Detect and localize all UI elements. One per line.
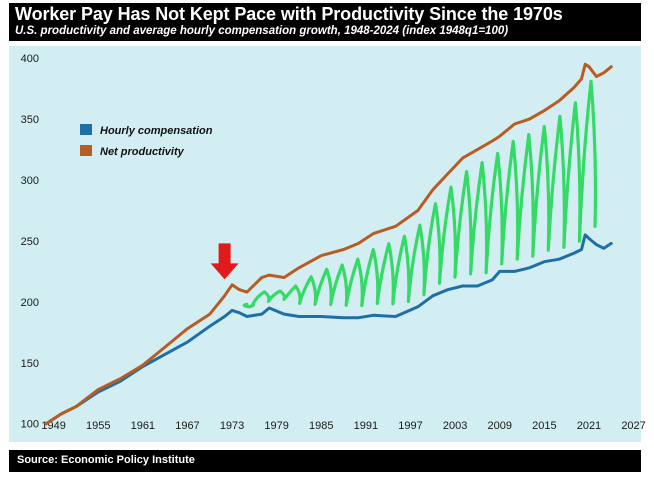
x-tick-label: 1973	[220, 420, 244, 432]
x-tick-label: 1997	[398, 420, 422, 432]
down-arrow-annotation	[210, 243, 239, 280]
x-tick-label: 1991	[354, 420, 378, 432]
y-tick-label: 250	[21, 236, 39, 248]
legend-swatch-compensation	[80, 124, 92, 135]
green-scribble-annotation	[242, 79, 598, 309]
chart-footer: Source: Economic Policy Institute	[9, 450, 641, 472]
y-tick-label: 150	[21, 358, 39, 370]
x-tick-label: 2027	[621, 420, 645, 432]
legend-swatch-productivity	[80, 145, 92, 156]
chart-header: Worker Pay Has Not Kept Pace with Produc…	[9, 3, 641, 41]
series-line-compensation	[44, 233, 613, 426]
series-lines	[44, 62, 613, 426]
y-tick-label: 200	[21, 297, 39, 309]
x-tick-label: 1955	[86, 420, 110, 432]
x-tick-label: 2003	[443, 420, 467, 432]
annotations	[210, 79, 598, 309]
y-tick-label: 350	[21, 114, 39, 126]
y-axis: 100 150 200 250 300 350 400	[21, 53, 39, 431]
chart-subtitle: U.S. productivity and average hourly com…	[15, 25, 509, 37]
chart-title: Worker Pay Has Not Kept Pace with Produc…	[15, 4, 563, 24]
x-tick-label: 2009	[487, 420, 511, 432]
x-tick-label: 1979	[264, 420, 288, 432]
y-tick-label: 400	[21, 53, 39, 65]
x-tick-label: 1949	[41, 420, 65, 432]
series-line-productivity	[44, 62, 613, 426]
x-tick-label: 1967	[175, 420, 199, 432]
y-tick-label: 100	[21, 419, 39, 431]
x-tick-label: 2015	[532, 420, 556, 432]
legend-label-productivity: Net productivity	[100, 146, 185, 158]
legend-label-compensation: Hourly compensation	[100, 125, 213, 137]
x-tick-label: 1985	[309, 420, 333, 432]
x-tick-label: 2021	[577, 420, 601, 432]
source-text: Source: Economic Policy Institute	[17, 454, 195, 466]
x-tick-label: 1961	[131, 420, 155, 432]
y-tick-label: 300	[21, 175, 39, 187]
plot-area	[9, 46, 641, 442]
legend: Hourly compensation Net productivity	[80, 124, 213, 158]
x-axis: 1949 1955 1961 1967 1973 1979 1985 1991 1997 2003…	[41, 420, 645, 432]
